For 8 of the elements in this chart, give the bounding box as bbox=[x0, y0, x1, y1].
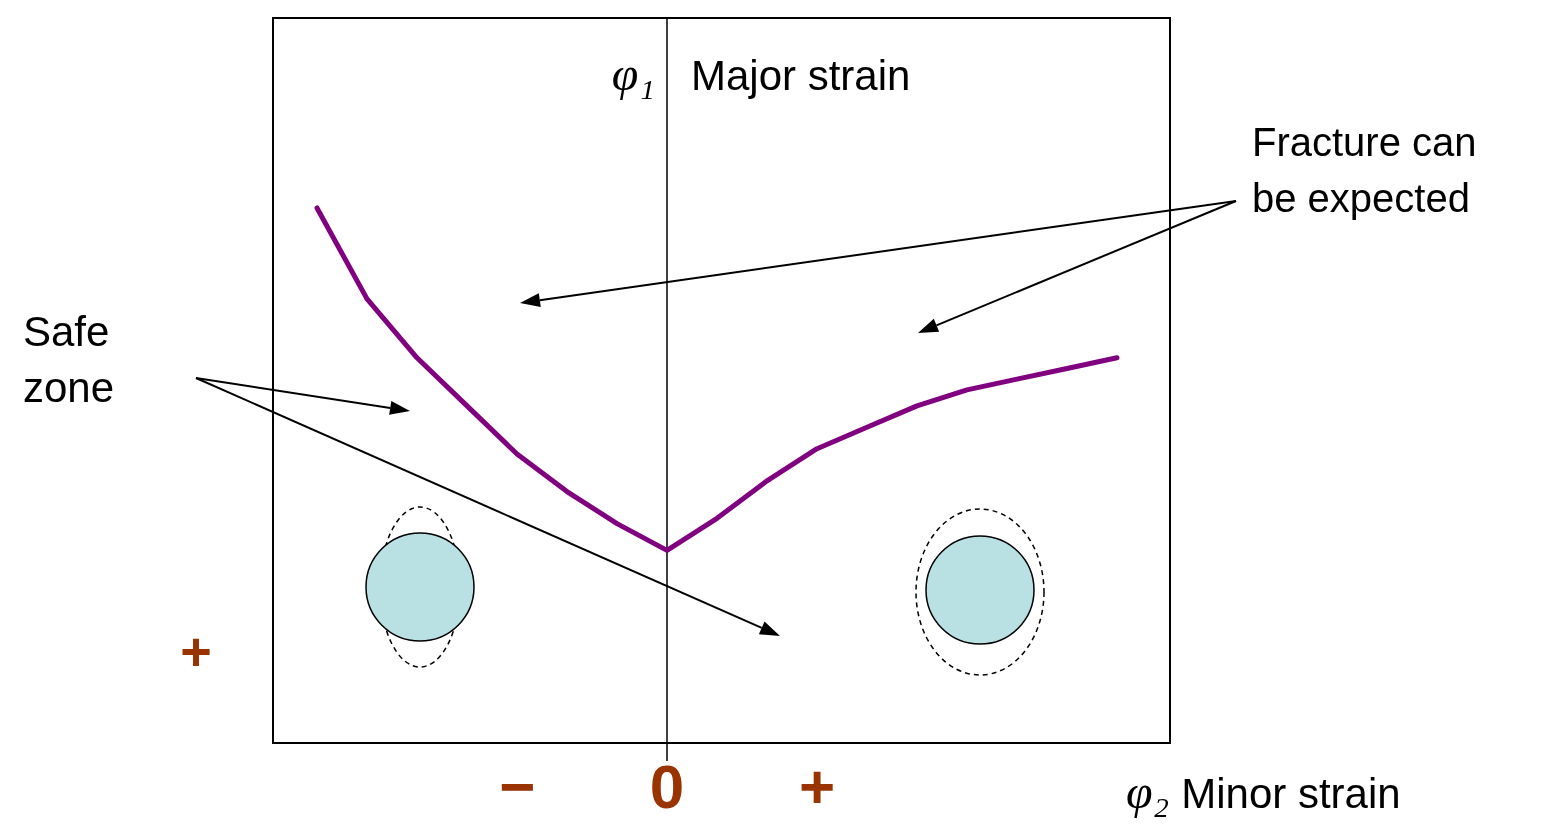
x-tick-label: − bbox=[498, 752, 536, 821]
x-tick-label: 0 bbox=[649, 752, 685, 821]
text: Safe zone bbox=[23, 308, 115, 411]
x-axis-title: φ₂ Minor strain bbox=[1126, 765, 1401, 818]
text: + bbox=[180, 621, 212, 681]
x-tick-label: + bbox=[798, 752, 836, 821]
y-axis-title: φ₁ Major strain bbox=[611, 47, 911, 100]
text: Fracture can be expected bbox=[1252, 120, 1477, 220]
